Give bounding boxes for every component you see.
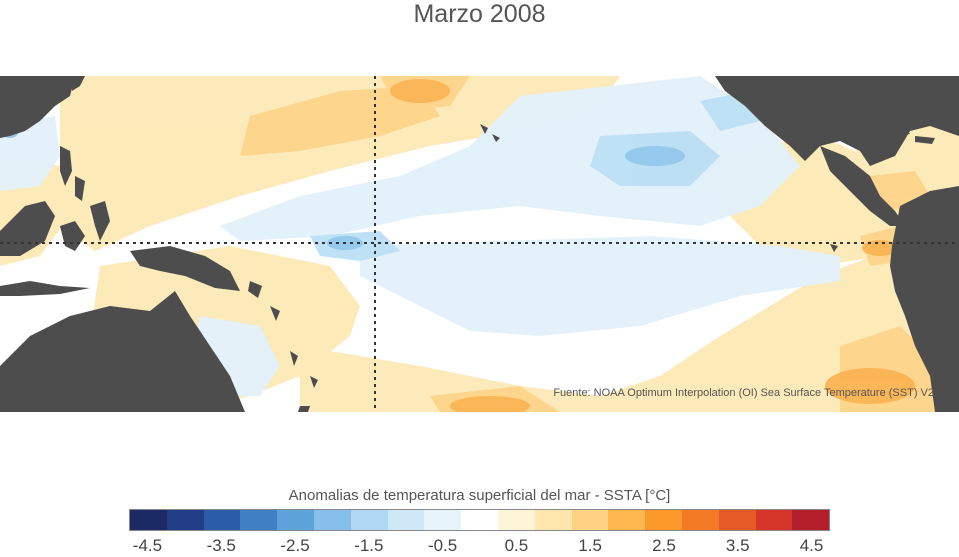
colorbar-swatch xyxy=(166,510,204,530)
colorbar-swatch xyxy=(497,510,535,530)
land-north-america xyxy=(715,76,959,166)
colorbar-tick-label: -0.5 xyxy=(427,536,458,555)
colorbar-tick-label: -2.5 xyxy=(280,536,310,555)
colorbar-ticks: -4.5 -3.5 -2.5 -1.5 -0.5 0.5 1.5 2.5 3.5 4.5 xyxy=(0,536,959,556)
source-note: Fuente: NOAA Optimum Interpolation (OI) … xyxy=(553,387,934,399)
colorbar-tick-label: 0.5 xyxy=(504,536,529,555)
colorbar-swatch xyxy=(350,510,388,530)
page-title: Marzo 2008 xyxy=(413,0,546,28)
warm-anomaly-hot xyxy=(390,79,915,412)
colorbar-swatch xyxy=(571,510,609,530)
colorbar-swatch xyxy=(534,510,572,530)
land-masses xyxy=(0,76,959,412)
colorbar-swatch xyxy=(424,510,462,530)
colorbar-swatch xyxy=(461,510,498,530)
colorbar-tick-label: 4.5 xyxy=(799,536,824,555)
colorbar-tick-label: 1.5 xyxy=(578,536,602,555)
colorbar-swatch xyxy=(277,510,314,530)
ssta-map xyxy=(0,76,959,412)
colorbar-title: Anomalias de temperatura superficial del… xyxy=(288,487,671,504)
colorbar-swatch xyxy=(203,510,241,530)
colorbar xyxy=(129,509,830,531)
colorbar-swatch xyxy=(313,510,351,530)
land-borneo xyxy=(0,201,55,256)
land-australia xyxy=(0,291,245,412)
colorbar-tick-label: -1.5 xyxy=(354,536,384,555)
colorbar-swatch xyxy=(681,510,719,530)
colorbar-swatch xyxy=(755,510,793,530)
colorbar-swatch xyxy=(608,510,646,530)
colorbar-swatch xyxy=(387,510,425,530)
colorbar-swatch xyxy=(240,510,278,530)
land-asia xyxy=(0,76,75,138)
colorbar-swatch xyxy=(718,510,756,530)
colorbar-swatch xyxy=(130,510,167,530)
colorbar-swatch xyxy=(645,510,682,530)
colorbar-tick-label: 2.5 xyxy=(652,536,676,555)
land-south-america xyxy=(890,186,959,412)
land-new-guinea xyxy=(130,246,240,291)
colorbar-tick-label: -4.5 xyxy=(132,536,163,555)
colorbar-swatch xyxy=(792,510,830,530)
colorbar-tick-label: -3.5 xyxy=(206,536,236,555)
colorbar-tick-label: 3.5 xyxy=(725,536,750,555)
